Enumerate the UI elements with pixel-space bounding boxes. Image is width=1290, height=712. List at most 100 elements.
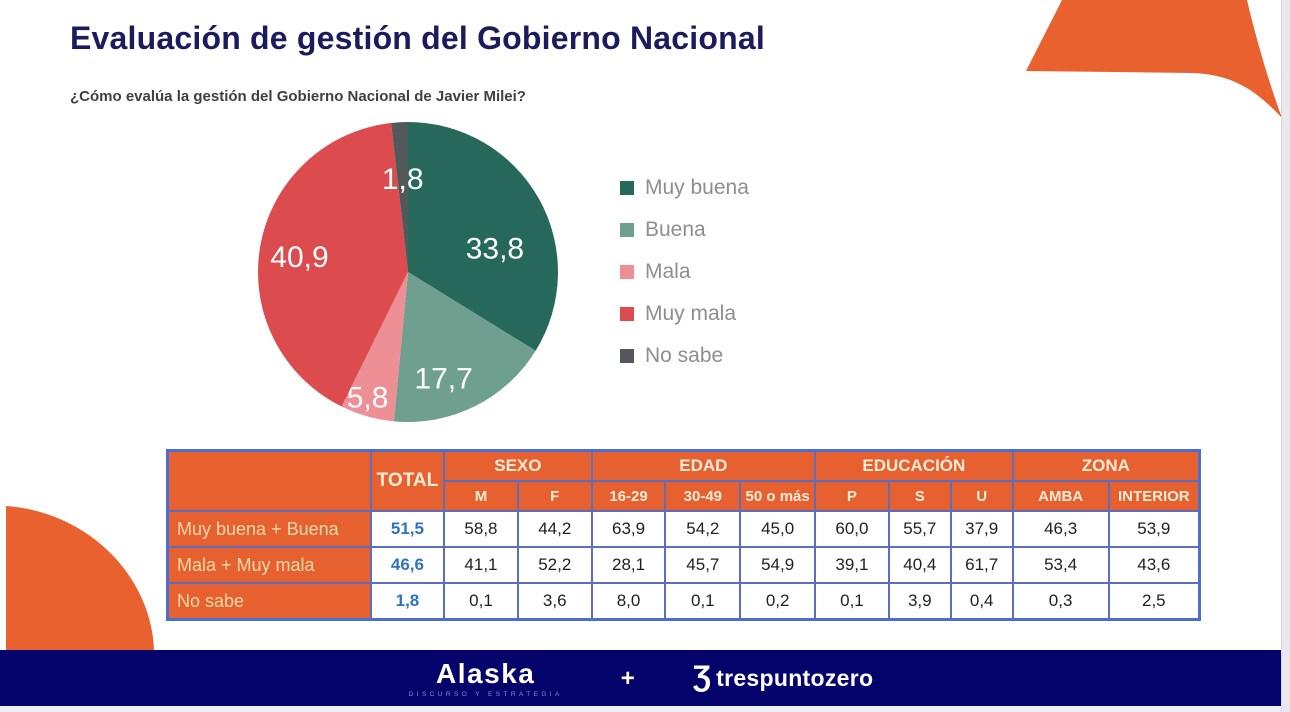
trespuntozero-3-icon: Ʒ xyxy=(692,659,712,693)
pie-chart: 33,8 17,7 5,8 40,9 1,8 xyxy=(257,122,559,422)
pie-slice-no-sabe xyxy=(391,122,408,272)
table-cell: 37,9 xyxy=(949,510,1014,548)
table-cell: 8,0 xyxy=(590,582,667,621)
crosstab-table-element: TOTAL SEXO EDAD EDUCACIÓN ZONA M F 16-29 30-49 50… xyxy=(166,449,1201,621)
table-cell: 0,4 xyxy=(949,582,1014,621)
alaska-logo-text: Alaska xyxy=(436,657,536,689)
crosstab-table: TOTAL SEXO EDAD EDUCACIÓN ZONA M F 16-29 30-49 50… xyxy=(166,449,1201,621)
summary-positive-label: Muy buena + Buena xyxy=(888,164,1016,212)
table-cell: 55,7 xyxy=(887,510,952,548)
row-label: Muy buena + Buena xyxy=(166,510,372,548)
column-group-edad: EDAD xyxy=(590,449,817,482)
legend-item-muy-buena: Muy buena xyxy=(620,167,749,209)
table-cell: 39,1 xyxy=(814,546,890,584)
table-cell: 45,7 xyxy=(664,546,742,584)
pie-chart-svg: 33,8 17,7 5,8 40,9 1,8 xyxy=(257,122,559,422)
pie-value-label: 33,8 xyxy=(466,233,524,266)
table-cell: 54,9 xyxy=(739,546,817,584)
legend-swatch-icon xyxy=(620,307,634,321)
table-cell: 40,4 xyxy=(887,546,952,584)
summary-negative-label: Mala + Muy mala xyxy=(868,275,1036,299)
legend-label: Muy buena xyxy=(645,176,749,199)
column-header-16-29: 16-29 xyxy=(590,480,667,512)
plus-sign: + xyxy=(620,664,635,692)
column-header-f: F xyxy=(516,480,593,512)
summary-box-positive: Muy buena + Buena 51,5% xyxy=(841,164,1063,248)
pie-value-label: 5,8 xyxy=(347,382,389,415)
pie-slice-muy-mala xyxy=(257,122,408,407)
table-cell: 0,1 xyxy=(814,582,890,621)
column-group-zona: ZONA xyxy=(1011,449,1201,482)
alaska-tagline: DISCURSO Y ESTRATEGIA xyxy=(408,690,563,698)
summary-box-negative: Mala + Muy mala 46,7% xyxy=(841,264,1063,346)
legend-item-buena: Buena xyxy=(620,209,749,251)
legend-label: Buena xyxy=(645,218,706,241)
table-cell: 0,3 xyxy=(1011,582,1110,621)
column-header-s: S xyxy=(887,480,952,512)
table-cell: 45,0 xyxy=(739,510,817,548)
page-title: Evaluación de gestión del Gobierno Nacio… xyxy=(70,20,765,56)
table-cell: 44,2 xyxy=(516,510,593,548)
legend-item-mala: Mala xyxy=(620,251,749,293)
legend-label: Mala xyxy=(645,260,691,283)
column-header-total: TOTAL xyxy=(369,449,446,512)
column-header-amba: AMBA xyxy=(1011,480,1110,512)
total-value: 1,8 xyxy=(369,582,446,621)
row-label: Mala + Muy mala xyxy=(166,546,372,584)
row-label: No sabe xyxy=(166,582,372,621)
column-header-30-49: 30-49 xyxy=(664,480,742,512)
table-cell: 53,9 xyxy=(1107,510,1201,548)
alaska-logo: Alaska DISCURSO Y ESTRATEGIA xyxy=(408,657,563,698)
screen-edge-right xyxy=(1281,0,1290,712)
table-cell: 3,9 xyxy=(887,582,952,621)
question-text: ¿Cómo evalúa la gestión del Gobierno Nac… xyxy=(70,88,526,105)
column-header-50-o-más: 50 o más xyxy=(739,480,817,512)
screen-edge-bottom xyxy=(0,706,1282,712)
summary-positive-value: 51,5% xyxy=(909,214,995,248)
table-corner-cell xyxy=(166,449,372,512)
pie-value-label: 1,8 xyxy=(382,163,424,196)
legend-swatch-icon xyxy=(620,349,634,363)
pie-value-label: 17,7 xyxy=(414,363,472,396)
summary-negative-value: 46,7% xyxy=(909,301,995,335)
table-cell: 0,1 xyxy=(664,582,742,621)
legend-item-muy-mala: Muy mala xyxy=(620,293,749,335)
table-cell: 41,1 xyxy=(443,546,519,584)
trespuntozero-logo-text: trespuntozero xyxy=(716,665,874,691)
table-cell: 43,6 xyxy=(1107,546,1201,584)
table-cell: 0,2 xyxy=(739,582,817,621)
corner-shape-bottom-left xyxy=(6,506,154,651)
legend-label: Muy mala xyxy=(645,302,737,325)
legend-item-no-sabe: No sabe xyxy=(620,335,749,377)
table-cell: 54,2 xyxy=(664,510,742,548)
table-cell: 60,0 xyxy=(814,510,890,548)
legend-swatch-icon xyxy=(620,265,634,279)
table-cell: 2,5 xyxy=(1107,582,1201,621)
total-value: 51,5 xyxy=(369,510,446,548)
pie-slice-buena xyxy=(393,272,536,422)
column-header-u: U xyxy=(949,480,1014,512)
table-row: No sabe 1,8 0,1 3,6 8,0 0,1 0,2 0,1 3,9 0,4 0,3 2,5 xyxy=(166,582,1201,621)
column-header-interior: INTERIOR xyxy=(1107,480,1201,512)
column-group-educación: EDUCACIÓN xyxy=(814,449,1014,482)
table-cell: 63,9 xyxy=(590,510,667,548)
pie-legend: Muy buena Buena Mala Muy mala No sabe xyxy=(620,167,749,377)
corner-shape-top-right xyxy=(1026,0,1282,118)
table-cell: 53,4 xyxy=(1011,546,1110,584)
column-group-sexo: SEXO xyxy=(443,449,593,482)
table-cell: 3,6 xyxy=(516,582,593,621)
footer-bar: Alaska DISCURSO Y ESTRATEGIA + Ʒ trespun… xyxy=(0,650,1282,707)
column-header-p: P xyxy=(814,480,890,512)
table-row: Muy buena + Buena 51,5 58,8 44,2 63,9 54,2 45,… xyxy=(166,510,1201,548)
table-row: Mala + Muy mala 46,6 41,1 52,2 28,1 45,7 54,9 3… xyxy=(166,546,1201,584)
table-cell: 0,1 xyxy=(443,582,519,621)
table-cell: 28,1 xyxy=(590,546,667,584)
column-header-m: M xyxy=(443,480,519,512)
legend-label: No sabe xyxy=(645,344,724,367)
pie-slice-mala xyxy=(341,272,408,422)
table-cell: 52,2 xyxy=(516,546,593,584)
trespuntozero-logo: Ʒ trespuntozero xyxy=(692,659,874,694)
table-cell: 46,3 xyxy=(1011,510,1110,548)
table-cell: 58,8 xyxy=(443,510,519,548)
